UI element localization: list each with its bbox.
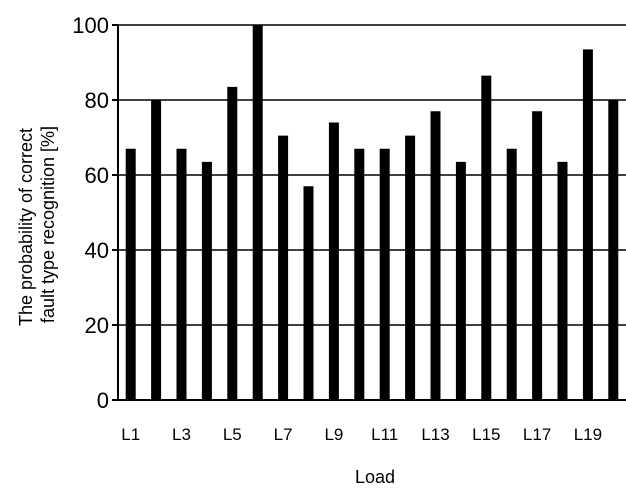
bar-l14 xyxy=(455,161,466,400)
y-axis-title-line-2: fault type recognition [%] xyxy=(38,126,58,323)
bar-l12 xyxy=(405,135,416,400)
y-axis-title: The probability of correct fault type re… xyxy=(16,123,58,326)
bars xyxy=(125,25,619,400)
x-tick-label-l11: L11 xyxy=(371,425,398,444)
y-tick-label-80: 80 xyxy=(85,88,109,113)
x-tick-label-l5: L5 xyxy=(223,425,242,444)
bar-l4 xyxy=(201,161,212,400)
grid-lines xyxy=(118,24,626,326)
x-tick-label-l13: L13 xyxy=(421,425,449,444)
bar-l15 xyxy=(481,75,492,400)
bar-l8 xyxy=(303,186,314,400)
y-tick-label-100: 100 xyxy=(72,13,109,38)
y-axis-title-line-1: The probability of correct xyxy=(16,128,36,326)
bar-l5 xyxy=(227,86,238,400)
bar-l16 xyxy=(506,148,517,400)
bar-l17 xyxy=(532,111,543,400)
bar-l20 xyxy=(608,100,619,400)
bar-l7 xyxy=(278,135,289,400)
x-tick-label-l1: L1 xyxy=(121,425,140,444)
bar-l1 xyxy=(125,148,136,400)
bar-l2 xyxy=(151,100,162,400)
y-tick-labels: 0 20 40 60 80 100 xyxy=(72,13,109,413)
y-tick-label-40: 40 xyxy=(85,238,109,263)
y-tick-label-20: 20 xyxy=(85,313,109,338)
x-axis-title: Load xyxy=(355,467,395,487)
bar-l19 xyxy=(582,49,593,400)
x-tick-label-l15: L15 xyxy=(472,425,500,444)
x-tick-label-l17: L17 xyxy=(523,425,551,444)
bar-l6 xyxy=(252,25,263,400)
bar-l9 xyxy=(328,122,339,400)
axes xyxy=(112,24,626,401)
bar-l18 xyxy=(557,161,568,400)
x-tick-label-l19: L19 xyxy=(574,425,602,444)
bar-l13 xyxy=(430,111,441,400)
x-tick-label-l7: L7 xyxy=(274,425,293,444)
y-tick-label-0: 0 xyxy=(97,388,109,413)
bar-l11 xyxy=(379,148,390,400)
x-tick-labels: L1 L3 L5 L7 L9 L11 L13 L15 L17 L19 xyxy=(121,425,602,444)
bar-l3 xyxy=(176,148,187,400)
y-tick-label-60: 60 xyxy=(85,163,109,188)
x-tick-label-l3: L3 xyxy=(172,425,191,444)
bar-l10 xyxy=(354,148,365,400)
x-tick-label-l9: L9 xyxy=(324,425,343,444)
